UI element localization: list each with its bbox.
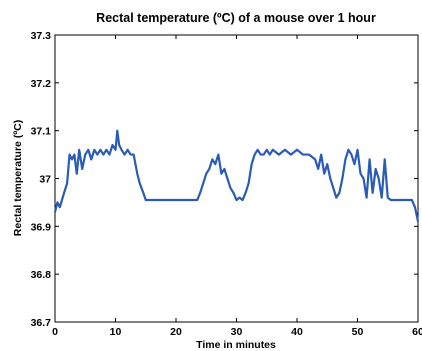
y-tick-label: 37.2: [31, 78, 52, 90]
y-tick-label: 36.7: [31, 317, 52, 329]
y-tick-label: 37.3: [31, 30, 52, 42]
plot-area-frame: [54, 34, 419, 323]
y-axis: 36.7 36.8 36.9 37 37.1 37.2 37.3: [31, 30, 418, 329]
x-axis-label: Time in minutes: [196, 339, 276, 351]
y-tick-label: 36.8: [31, 269, 52, 281]
x-tick-label: 20: [170, 326, 182, 338]
y-tick-label: 36.9: [31, 221, 52, 233]
temperature-series-line: [53, 129, 420, 222]
y-tick-label: 37.1: [31, 126, 52, 138]
series-layer: [53, 129, 420, 222]
chart-title: Rectal temperature (ºC) of a mouse over …: [96, 11, 376, 25]
x-axis: 0 10 20 30 40 50 60: [52, 35, 422, 338]
x-tick-label: 0: [52, 326, 58, 338]
y-axis-label: Rectal temperature (ºC): [12, 120, 24, 236]
x-tick-label: 50: [352, 326, 364, 338]
x-tick-label: 30: [231, 326, 243, 338]
x-tick-label: 60: [412, 326, 422, 338]
x-tick-label: 10: [110, 326, 122, 338]
x-tick-label: 40: [291, 326, 303, 338]
y-tick-label: 37: [39, 174, 51, 186]
